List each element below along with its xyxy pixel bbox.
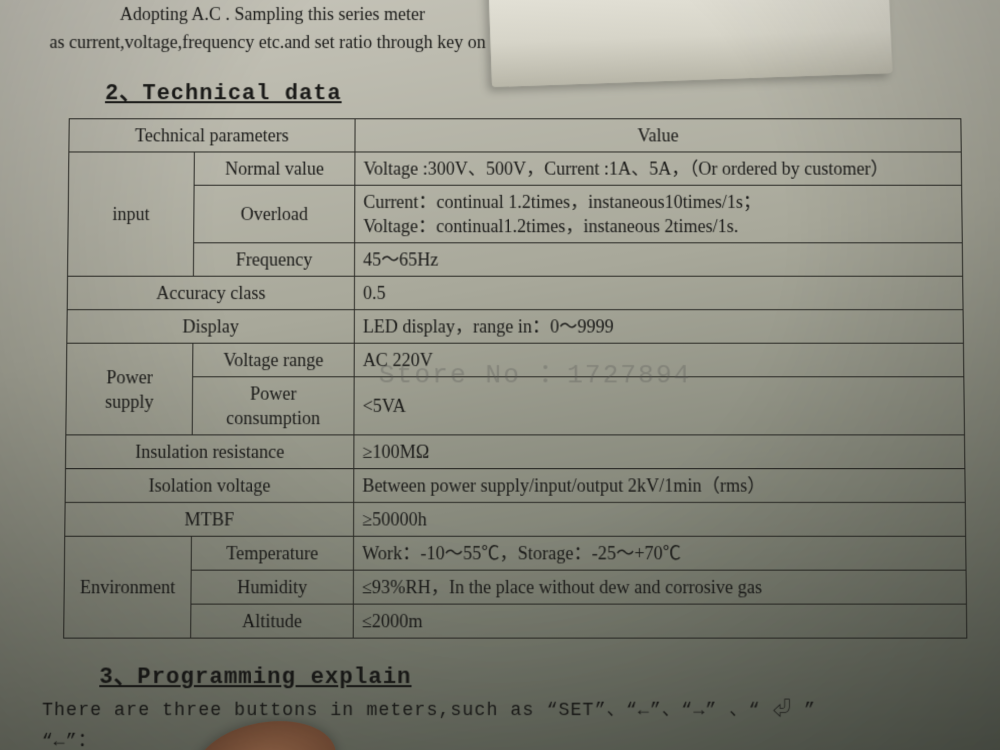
table-row: Accuracy class 0.5 xyxy=(67,276,963,309)
table-row: Humidity ≤93%RH，In the place without dew… xyxy=(64,570,966,604)
table-row: input Normal value Voltage :300V、500V，Cu… xyxy=(69,152,962,185)
technical-data-table: Technical parameters Value input Normal … xyxy=(63,118,967,638)
row-value: ≤2000m xyxy=(353,604,967,638)
table-row: Insulation resistance ≥100MΩ xyxy=(65,435,964,469)
row-value: AC 220V xyxy=(354,343,964,377)
table-row: MTBF ≥50000h xyxy=(65,502,966,536)
header-value: Value xyxy=(355,119,961,152)
table-row: Altitude ≤2000m xyxy=(64,604,967,638)
row-value: 45～65Hz xyxy=(354,243,962,276)
table-row: Isolation voltage Between power supply/i… xyxy=(65,469,965,503)
table-row: Powersupply Voltage range AC 220V xyxy=(66,343,963,377)
row-value: LED display，range in：0～9999 xyxy=(354,310,963,344)
row-label: Isolation voltage xyxy=(65,469,354,503)
row-value: <5VA xyxy=(354,377,965,435)
row-value: ≥100MΩ xyxy=(354,435,965,469)
table-row: Powerconsumption <5VA xyxy=(66,377,965,435)
row-value: 0.5 xyxy=(354,276,963,309)
table-header-row: Technical parameters Value xyxy=(69,119,961,152)
row-label: Humidity xyxy=(191,570,353,604)
programming-line-2: “←”： xyxy=(0,725,1000,750)
row-label: Voltage range xyxy=(193,343,355,377)
row-label: Overload xyxy=(194,185,355,243)
table-row: Environment Temperature Work：-10～55℃，Sto… xyxy=(64,536,966,570)
table-row: Frequency 45～65Hz xyxy=(68,243,963,276)
row-value: Voltage :300V、500V，Current :1A、5A，（Or or… xyxy=(355,152,962,185)
physical-object-overlay xyxy=(488,0,892,87)
section-3-heading: 3、Programming explain xyxy=(0,639,1000,695)
group-power-supply: Powersupply xyxy=(66,343,193,435)
header-technical-parameters: Technical parameters xyxy=(69,119,355,152)
row-label: Altitude xyxy=(191,604,354,638)
row-value: Work：-10～55℃，Storage：-25～+70℃ xyxy=(353,536,966,570)
table-row: Overload Current：continual 1.2times，inst… xyxy=(68,185,962,243)
intro-text-left: Adopting A.C . Sampling this series mete… xyxy=(120,4,425,24)
row-label: MTBF xyxy=(65,502,354,536)
row-label: Normal value xyxy=(194,152,355,185)
row-label: Temperature xyxy=(191,536,353,570)
row-value: Between power supply/input/output 2kV/1m… xyxy=(354,469,966,503)
row-label: Frequency xyxy=(193,243,354,276)
programming-line-1: There are three buttons in meters,such a… xyxy=(0,694,1000,725)
scanned-page: Adopting A.C . Sampling this series mete… xyxy=(0,0,1000,750)
row-value: Current：continual 1.2times，instaneous10t… xyxy=(354,185,962,243)
group-environment: Environment xyxy=(64,536,192,638)
row-label: Accuracy class xyxy=(67,276,354,309)
group-input: input xyxy=(68,152,195,276)
row-label: Powerconsumption xyxy=(192,377,354,435)
row-value: ≥50000h xyxy=(353,502,965,536)
row-label: Display xyxy=(67,310,354,344)
row-label: Insulation resistance xyxy=(65,435,353,469)
table-row: Display LED display，range in：0～9999 xyxy=(67,310,964,344)
row-value: ≤93%RH，In the place without dew and corr… xyxy=(353,570,966,604)
